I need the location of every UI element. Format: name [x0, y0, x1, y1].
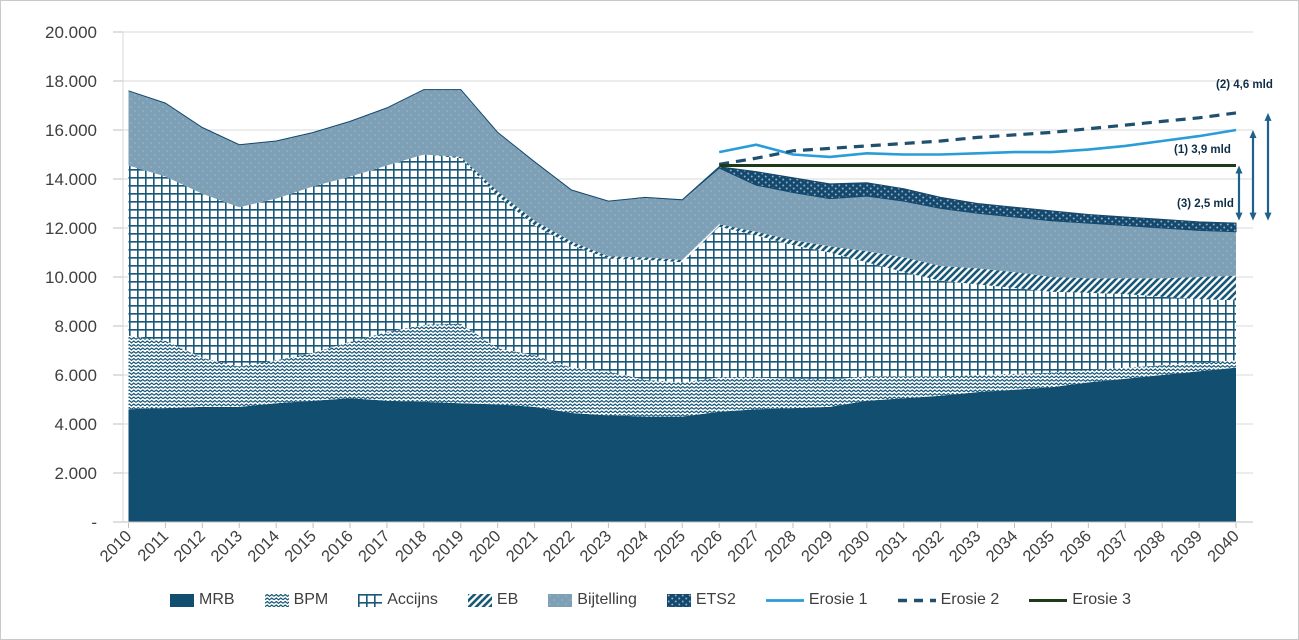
legend-item-accijns: Accijns: [358, 591, 438, 609]
x-tick-label: 2037: [1093, 527, 1132, 566]
y-tick-label: 16.000: [45, 121, 97, 140]
legend-item-eb: EB: [467, 591, 519, 609]
y-tick-label: 18.000: [45, 72, 97, 91]
area-mrb: [128, 367, 1236, 522]
x-tick-label: 2012: [170, 527, 209, 566]
x-tick-label: 2020: [466, 527, 505, 566]
x-tick-label: 2017: [355, 527, 394, 566]
x-tick-label: 2014: [244, 527, 283, 566]
area-bpm: [128, 323, 1236, 417]
legend-swatch-erosie-3: [1029, 598, 1068, 602]
area-accijns: [128, 154, 1236, 383]
area-eb: [128, 154, 1236, 301]
x-tick-label: 2034: [983, 527, 1022, 566]
y-tick-label: -: [91, 513, 97, 532]
x-tick-label: 2022: [540, 527, 579, 566]
x-tick-label: 2019: [429, 527, 468, 566]
legend-item-erosie-2: Erosie 2: [897, 591, 1000, 609]
x-tick-label: 2036: [1056, 527, 1095, 566]
y-tick-label: 8.000: [54, 317, 97, 336]
x-tick-label: 2016: [318, 527, 357, 566]
x-tick-label: 2039: [1167, 527, 1206, 566]
legend-label: MRB: [199, 591, 235, 608]
legend-item-erosie-1: Erosie 1: [765, 591, 868, 609]
x-tick-label: 2021: [503, 527, 542, 566]
x-tick-label: 2028: [761, 527, 800, 566]
x-tick-label: 2013: [207, 527, 246, 566]
x-tick-label: 2033: [946, 527, 985, 566]
area-ets2: [128, 89, 1237, 233]
x-tick-label: 2023: [577, 527, 616, 566]
x-tick-label: 2026: [687, 527, 726, 566]
annotation-label: (2) 4,6 mld: [1216, 79, 1273, 91]
legend-item-ets2: ETS2: [666, 591, 736, 609]
x-tick-label: 2011: [134, 527, 172, 565]
y-tick-label: 12.000: [45, 219, 97, 238]
legend-label: Erosie 3: [1072, 591, 1131, 608]
line-erosie-2: [718, 111, 1237, 166]
legend-swatch-accijns: [358, 593, 383, 607]
legend-item-bijtelling: Bijtelling: [548, 591, 637, 609]
legend-swatch-bpm: [264, 593, 289, 607]
x-tick-label: 2018: [392, 527, 431, 566]
line-erosie-1: [718, 128, 1237, 159]
x-tick-label: 2025: [650, 527, 689, 566]
area-bijtelling: [128, 89, 1236, 279]
legend-label: BPM: [293, 591, 329, 608]
x-tick-label: 2024: [613, 527, 652, 566]
y-tick-label: 2.000: [54, 464, 97, 483]
legend-label: Erosie 1: [808, 591, 868, 608]
legend-swatch-eb: [467, 593, 492, 607]
chart-legend: MRB BPM Accijns EB Bijtelling ETS2 Erosie 1 Ero…: [1, 591, 1298, 609]
x-tick-label: 2029: [798, 527, 837, 566]
annotations: (2) 4,6 mld (1) 3,9 mld (3) 2,5 mld: [1174, 79, 1273, 221]
legend-label: EB: [496, 591, 519, 608]
legend-swatch-erosie-1: [765, 598, 804, 602]
y-tick-label: 14.000: [45, 170, 97, 189]
stacked-areas: [128, 89, 1237, 522]
legend-label: Bijtelling: [577, 591, 637, 608]
x-tick-label: 2010: [97, 527, 136, 566]
legend-label: Accijns: [387, 591, 438, 608]
legend-item-mrb: MRB: [170, 591, 235, 609]
erosion-lines: [718, 111, 1237, 167]
legend-swatch-erosie-2: [897, 598, 936, 602]
x-tick-label: 2027: [724, 527, 763, 566]
x-tick-label: 2015: [281, 527, 320, 566]
x-tick-label: 2038: [1130, 527, 1169, 566]
x-axis: 2010 201120122013201420152016201720182019…: [97, 521, 1253, 566]
y-tick-label: 20.000: [45, 23, 97, 42]
x-tick-label: 2035: [1020, 527, 1059, 566]
y-tick-label: 4.000: [54, 415, 97, 434]
legend-item-bpm: BPM: [264, 591, 329, 609]
legend-item-erosie-3: Erosie 3: [1029, 591, 1131, 609]
x-tick-label: 2032: [909, 527, 948, 566]
annotation-label: (3) 2,5 mld: [1177, 198, 1234, 210]
stacked-area-chart: 20.000 18.000 16.000 14.000 12.000 10.000 8.00…: [45, 23, 1273, 566]
y-tick-label: 6.000: [54, 366, 97, 385]
legend-swatch-ets2: [666, 593, 691, 607]
x-tick-label: 2040: [1204, 527, 1243, 566]
legend-swatch-bijtelling: [548, 593, 573, 607]
annotation-label: (1) 3,9 mld: [1174, 144, 1231, 156]
legend-label: Erosie 2: [940, 591, 1000, 608]
legend-label: ETS2: [695, 591, 736, 608]
x-tick-label: 2030: [835, 527, 874, 566]
y-tick-label: 10.000: [45, 268, 97, 287]
x-tick-label: 2031: [872, 527, 911, 566]
legend-swatch-mrb: [170, 593, 194, 607]
